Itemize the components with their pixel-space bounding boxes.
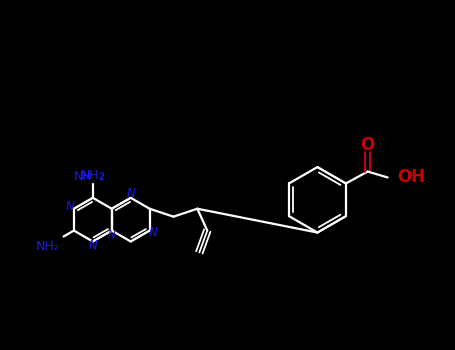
Text: N: N: [149, 226, 157, 239]
Text: N: N: [88, 239, 97, 252]
Text: NH: NH: [74, 170, 93, 183]
Text: NH₂: NH₂: [81, 169, 105, 182]
Text: 2: 2: [98, 172, 104, 182]
Text: N: N: [108, 230, 116, 239]
Text: N: N: [126, 187, 135, 200]
Text: N: N: [66, 200, 75, 213]
Text: NH₂: NH₂: [36, 240, 60, 253]
Text: OH: OH: [398, 168, 426, 187]
Text: O: O: [361, 136, 375, 154]
